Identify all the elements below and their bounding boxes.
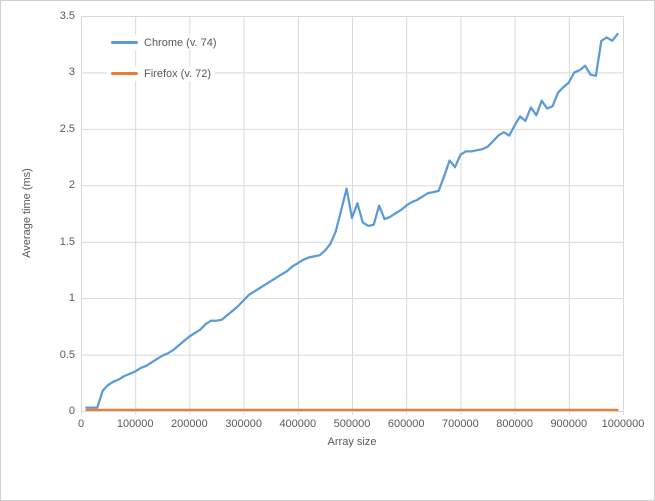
chrome-series-line — [85, 32, 619, 409]
x-tick-label: 500000 — [333, 418, 371, 430]
y-tick-label: 0.5 — [59, 348, 75, 361]
y-tick-label: 0 — [68, 405, 75, 417]
chrome-line-swatch — [111, 41, 138, 44]
y-tick-label: 2.5 — [59, 122, 75, 135]
x-tick-label: 600000 — [387, 418, 425, 430]
legend-label-firefox: Firefox (v. 72) — [144, 67, 212, 80]
y-tick-label: 1.5 — [59, 235, 75, 248]
legend-item-chrome[interactable]: Chrome (v. 74) — [107, 35, 221, 50]
y-tick-label: 2 — [68, 179, 75, 192]
legend-label-chrome: Chrome (v. 74) — [144, 36, 217, 49]
firefox-line-swatch — [111, 72, 138, 75]
x-tick-label: 0 — [77, 418, 85, 430]
x-tick-label: 700000 — [442, 418, 479, 430]
x-axis-title: Array size — [327, 436, 377, 448]
y-tick-label: 3 — [68, 66, 75, 79]
x-tick-label: 200000 — [171, 418, 208, 430]
x-tick-label: 400000 — [279, 418, 317, 430]
x-tick-label: 800000 — [496, 418, 533, 430]
y-tick-label: 1 — [68, 292, 75, 305]
y-tick-label: 3.5 — [59, 10, 75, 22]
x-tick-label: 300000 — [225, 418, 262, 430]
x-tick-label: 1000000 — [601, 418, 645, 430]
legend-item-firefox[interactable]: Firefox (v. 72) — [107, 66, 216, 81]
x-tick-label: 100000 — [116, 418, 154, 430]
x-tick-label: 900000 — [550, 418, 588, 430]
